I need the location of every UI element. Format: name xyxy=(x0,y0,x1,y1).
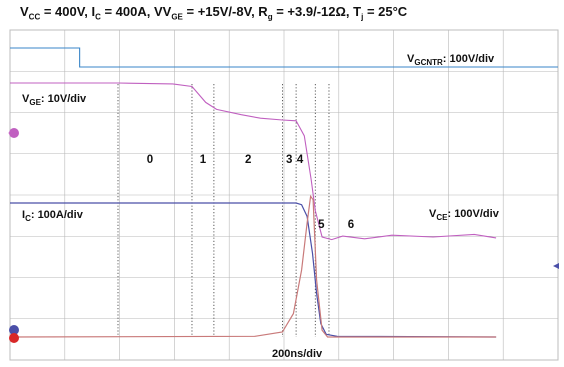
phase-label-6: 6 xyxy=(348,219,354,231)
trigger-level-marker-icon xyxy=(553,263,559,269)
ic-channel-marker-icon xyxy=(9,325,19,335)
phase-label-1: 1 xyxy=(200,154,207,166)
trace-v-gcntr xyxy=(10,47,558,68)
waveform-traces xyxy=(9,47,558,338)
test-conditions-title: VCC = 400V, IC = 400A, VVGE = +15V/-8V, … xyxy=(20,4,408,22)
scope-grid xyxy=(10,30,558,360)
vge-channel-arrow-icon xyxy=(8,129,16,137)
phase-divider-lines xyxy=(117,84,330,337)
trace-v-ge xyxy=(10,82,497,241)
trace-i-c xyxy=(10,202,497,338)
phase-label-3: 3 xyxy=(286,154,292,166)
trace-v-ce xyxy=(9,194,497,338)
vgcntr-label: VGCNTR: 100V/div xyxy=(407,53,495,67)
vce-label: VCE: 100V/div xyxy=(429,208,500,222)
ic-label: IC: 100A/div xyxy=(22,209,84,223)
phase-labels: 0 1 2 3 4 5 6 xyxy=(147,154,354,231)
phase-label-4: 4 xyxy=(297,154,304,166)
vce-channel-marker-icon xyxy=(9,333,19,343)
timebase-label: 200ns/div xyxy=(272,348,323,360)
phase-label-2: 2 xyxy=(245,154,251,166)
phase-label-0: 0 xyxy=(147,154,153,166)
phase-label-5: 5 xyxy=(318,219,325,231)
vge-label: VGE: 10V/div xyxy=(22,93,87,107)
